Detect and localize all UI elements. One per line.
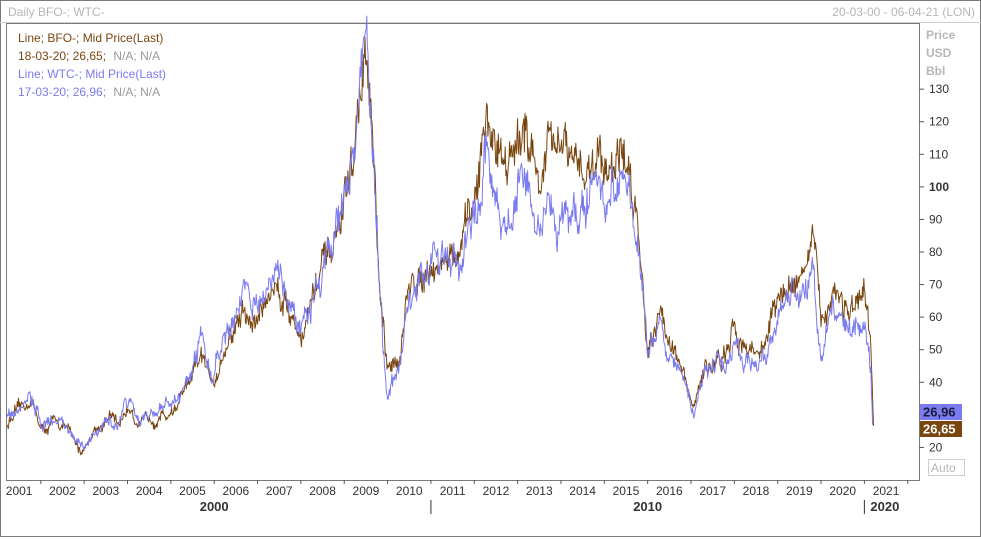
x-tick-label: 2003	[92, 484, 119, 498]
legend-series2-na: N/A; N/A	[113, 85, 160, 99]
last-value-label: 26,96	[923, 405, 956, 420]
legend-series1-na: N/A; N/A	[113, 49, 160, 63]
x-tick-label: 2013	[526, 484, 553, 498]
y-tick-label: 20	[929, 440, 943, 454]
x-decade-label: 2010	[633, 499, 662, 514]
legend-series2-name: Line; WTC-; Mid Price(Last)	[18, 67, 166, 81]
auto-scale-button[interactable]	[928, 459, 965, 476]
x-tick-label: 2006	[223, 484, 250, 498]
legend-series2-values: 17-03-20; 26,96; N/A; N/A	[18, 85, 160, 99]
x-tick-label: 2015	[613, 484, 640, 498]
x-tick-label: 2018	[743, 484, 770, 498]
y-unit-usd: USD	[926, 46, 952, 60]
x-tick-label: 2001	[6, 484, 33, 498]
series-layer	[6, 15, 874, 456]
auto-scale-label: Auto	[931, 461, 956, 475]
x-tick-label: 2008	[309, 484, 336, 498]
x-tick-label: 2011	[440, 484, 466, 498]
y-tick-label: 40	[929, 375, 943, 389]
x-tick-label: 2004	[136, 484, 163, 498]
x-tick-label: 2017	[699, 484, 726, 498]
series-line-wtc	[6, 15, 874, 451]
x-tick-label: 2002	[49, 484, 76, 498]
x-tick-label: 2005	[179, 484, 206, 498]
x-tick-label: 2014	[569, 484, 596, 498]
last-value-box	[920, 404, 962, 420]
x-axis: 2001 2002 2003 2004 2005 2006 2007 2008 2009 2010…	[6, 480, 909, 514]
legend-series1-values: 18-03-20; 26,65; N/A; N/A	[18, 49, 160, 63]
y-tick-label: 50	[929, 343, 943, 357]
legend: Line; BFO-; Mid Price(Last) 18-03-20; 26…	[18, 31, 166, 99]
x-tick-label: 2016	[656, 484, 683, 498]
x-decade-label: 2000	[200, 499, 229, 514]
chart-title: Daily BFO-; WTC-	[8, 5, 105, 19]
y-unit-price: Price	[926, 28, 956, 42]
y-tick-label: 90	[929, 212, 943, 226]
x-tick-label: 2010	[396, 484, 423, 498]
x-tick-label: 2009	[353, 484, 380, 498]
x-tick-label: 2019	[786, 484, 813, 498]
y-tick-label: 110	[929, 147, 948, 161]
last-value-label: 26,65	[923, 422, 956, 437]
y-tick-label: 100	[929, 180, 949, 194]
x-decade-label: 2020	[870, 499, 899, 514]
last-value-box	[920, 421, 962, 437]
x-tick-label: 2007	[266, 484, 293, 498]
x-tick-label: 2021	[873, 484, 900, 498]
last-value-labels: 26,96 26,65	[920, 404, 962, 437]
legend-series2-last: 17-03-20; 26,96;	[18, 85, 106, 99]
y-tick-label: 80	[929, 245, 943, 259]
x-tick-label: 2020	[829, 484, 856, 498]
y-tick-label: 60	[929, 310, 943, 324]
legend-series1-last: 18-03-20; 26,65;	[18, 49, 106, 63]
y-tick-label: 120	[929, 115, 949, 129]
y-unit-bbl: Bbl	[926, 64, 945, 78]
y-tick-label: 70	[929, 278, 943, 292]
legend-series1-name: Line; BFO-; Mid Price(Last)	[18, 31, 163, 45]
date-range: 20-03-00 - 06-04-21 (LON)	[832, 5, 975, 19]
y-tick-label: 130	[929, 82, 949, 96]
x-tick-label: 2012	[483, 484, 510, 498]
